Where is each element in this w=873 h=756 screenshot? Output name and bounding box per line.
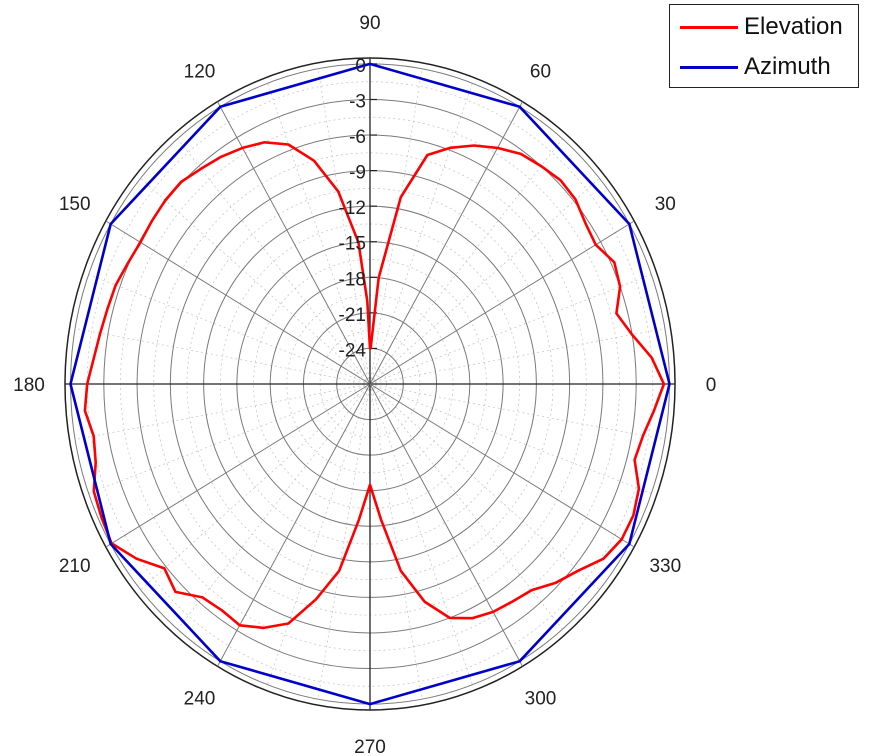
- radial-tick-label: -21: [339, 305, 366, 326]
- radial-tick-label: -18: [339, 269, 366, 290]
- angular-minor-grid: [369, 328, 665, 385]
- angular-minor-grid: [369, 383, 652, 494]
- angular-tick-label: 180: [13, 375, 45, 396]
- angular-minor-grid: [369, 383, 563, 630]
- legend-label-azimuth: Azimuth: [744, 53, 831, 80]
- angular-grid: [369, 383, 635, 548]
- angular-minor-grid: [140, 383, 371, 591]
- angular-grid: [369, 220, 635, 385]
- series-line-elevation: [83, 141, 666, 630]
- angular-minor-grid: [369, 383, 665, 440]
- angular-tick-label: 90: [359, 13, 380, 34]
- angular-minor-grid: [177, 383, 371, 630]
- legend-item-azimuth: Azimuth: [670, 47, 858, 87]
- angular-minor-grid: [369, 138, 563, 385]
- angular-tick-label: 0: [706, 375, 717, 396]
- angular-minor-grid: [317, 383, 371, 700]
- radial-tick-label: -12: [339, 198, 366, 219]
- angular-minor-grid: [369, 383, 600, 591]
- angular-minor-grid: [75, 328, 371, 385]
- angular-tick-label: 300: [525, 689, 557, 710]
- angular-minor-grid: [88, 383, 371, 494]
- angular-tick-label: 330: [649, 556, 681, 577]
- angular-tick-label: 150: [59, 194, 91, 215]
- legend-item-elevation: Elevation: [670, 7, 858, 47]
- angular-minor-grid: [88, 274, 371, 385]
- angular-minor-grid: [75, 383, 371, 440]
- radial-tick-label: -9: [349, 163, 366, 184]
- angular-grid: [369, 101, 523, 385]
- legend: Elevation Azimuth: [669, 4, 859, 88]
- radial-tick-label: -15: [339, 234, 366, 255]
- legend-label-elevation: Elevation: [744, 13, 843, 40]
- radial-tick-label: -6: [349, 127, 366, 148]
- angular-minor-grid: [369, 177, 600, 385]
- legend-swatch-elevation: [680, 26, 738, 29]
- angular-grid: [217, 383, 371, 667]
- angular-minor-grid: [369, 68, 423, 385]
- angular-grid: [369, 383, 523, 667]
- angular-minor-grid: [369, 383, 423, 700]
- radial-tick-label: 0: [355, 56, 366, 77]
- angular-grid: [105, 383, 371, 548]
- angular-tick-label: 120: [184, 61, 216, 82]
- angular-minor-grid: [177, 138, 371, 385]
- angular-tick-label: 60: [530, 61, 551, 82]
- angular-minor-grid: [140, 177, 371, 385]
- angular-tick-label: 210: [59, 556, 91, 577]
- angular-tick-label: 240: [184, 689, 216, 710]
- radial-tick-label: -24: [339, 340, 367, 361]
- angular-grid: [105, 220, 371, 385]
- angular-tick-label: 270: [354, 737, 386, 756]
- legend-swatch-azimuth: [680, 66, 738, 69]
- radial-tick-label: -3: [349, 91, 366, 112]
- series-line-azimuth: [69, 62, 671, 706]
- angular-minor-grid: [317, 68, 371, 385]
- angular-minor-grid: [369, 274, 652, 385]
- angular-tick-label: 30: [655, 194, 676, 215]
